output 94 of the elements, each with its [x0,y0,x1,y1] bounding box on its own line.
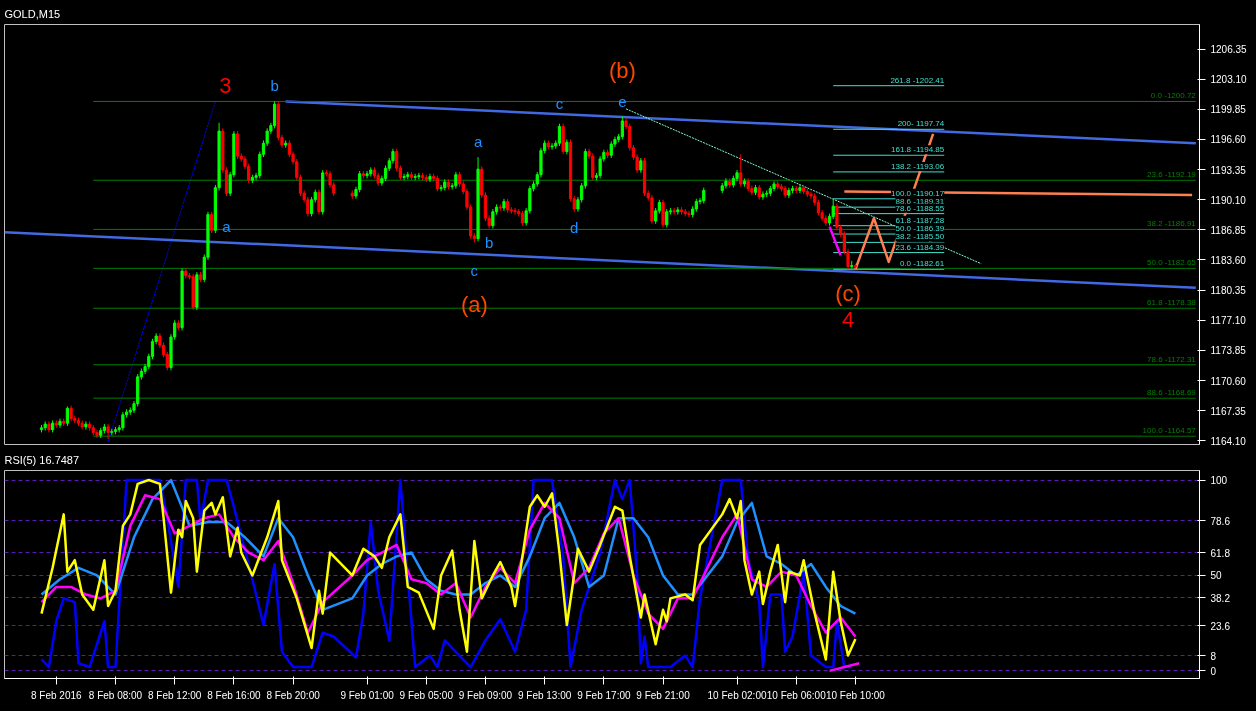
candlestick [672,207,676,216]
candlestick [798,184,802,194]
y-tick-label: 61.8 [1210,547,1231,559]
x-tick-label: 9 Feb 17:00 [577,689,631,701]
annotation: c [555,95,564,113]
x-tick-label: 9 Feb 09:00 [458,689,513,701]
candlestick [365,170,369,179]
annotation: b [484,233,494,251]
y-tick-label: 1193.35 [1210,164,1247,176]
y-tick-label: 1167.35 [1210,405,1247,417]
y-tick-label: 1173.85 [1210,345,1247,357]
x-tick-label: 8 Feb 12:00 [148,689,202,701]
candlestick [210,211,214,234]
series-label: 38.2 -1185.50 [895,232,945,242]
candlestick [95,429,99,439]
candlestick [661,199,665,229]
series-label: 61.8 -1178.38 [1147,298,1197,308]
y-tick-label: 23.6 [1210,620,1231,632]
candlestick [235,130,240,160]
series-label: 61.8 -1187.28 [895,215,945,225]
candlestick [491,208,495,229]
series-label: 0.0 -1182.61 [899,259,945,269]
y-tick-label: 1190.10 [1210,194,1247,206]
x-tick-label: 10 Feb 06:00 [766,689,827,701]
annotation: 4 [841,306,855,332]
annotation: d [570,219,579,237]
y-tick-label: 1203.10 [1210,74,1248,86]
annotation: b [270,76,279,94]
candlestick [402,173,406,181]
candlestick [650,194,654,225]
series-label: 0.0 -1200.72 [1150,91,1197,101]
y-tick-label: 1199.85 [1210,104,1247,116]
y-tick-label: 1183.60 [1210,255,1247,266]
series-label: 78.6 -1188.55 [895,203,945,213]
x-tick-label: 8 Feb 2016 [31,689,83,701]
y-tick-label: 1186.85 [1210,224,1247,236]
x-tick-label: 9 Feb 13:00 [517,689,572,701]
y-tick-label: 1196.60 [1210,134,1247,146]
series-label: 23.6 -1192.19 [1147,170,1197,180]
y-tick-label: 78.6 [1210,515,1231,527]
annotation: (a) [460,291,488,317]
x-tick-label: 10 Feb 10:00 [825,689,886,701]
candlestick [550,142,554,151]
candlestick [309,196,314,217]
annotation: c [470,261,479,279]
y-tick-label: 8 [1210,650,1217,662]
x-tick-label: 8 Feb 08:00 [88,689,143,701]
candlestick [761,190,765,201]
y-tick-label: 1177.10 [1210,315,1247,327]
annotation: (b) [608,57,636,83]
y-tick-label: 1164.10 [1210,435,1247,447]
series-label: 100.0 -1164.57 [1142,426,1197,436]
series-label: 50.0 -1186.39 [895,224,945,234]
chart-title: RSI(5) 16.7487 [4,453,80,466]
series-label: 50.0 -1182.65 [1147,258,1197,268]
annotation: a [222,217,232,235]
x-tick-label: 8 Feb 20:00 [266,689,321,701]
annotation: a [473,132,483,150]
candlestick [620,115,624,140]
x-tick-label: 10 Feb 02:00 [707,689,767,701]
x-tick-label: 8 Feb 16:00 [207,689,262,701]
candlestick [106,423,110,440]
candlestick [724,177,728,190]
y-tick-label: 50 [1210,570,1223,582]
series-label: 88.6 -1168.69 [1147,388,1197,398]
series-label: 200- 1197.74 [897,119,945,129]
y-tick-label: 0 [1210,665,1217,677]
y-tick-label: 100 [1210,475,1228,487]
series-label: 100.0 -1190.17 [890,188,945,198]
chart-title: GOLD,M15 [4,7,61,20]
x-tick-label: 9 Feb 05:00 [399,689,454,701]
annotation: 3 [219,72,232,98]
candlestick [428,173,432,183]
annotation: e [618,93,627,111]
series-label: 38.2 -1186.91 [1147,219,1197,229]
y-tick-label: 38.2 [1210,592,1231,604]
candlestick [84,420,88,431]
candlestick [121,411,125,432]
series-label: 23.6 -1184.39 [895,242,945,252]
x-tick-label: 9 Feb 21:00 [636,689,691,701]
series-label: 138.2 -1193.06 [890,161,945,171]
x-tick-label: 9 Feb 01:00 [340,689,395,701]
y-tick-label: 1206.35 [1210,44,1248,56]
series-label: 261.8 -1202.41 [890,75,945,85]
y-tick-label: 1170.60 [1210,375,1247,387]
series-label: 78.6 -1172.31 [1147,354,1197,364]
series-label: 161.8 -1194.85 [890,145,945,155]
candlestick [557,123,562,147]
candlestick [687,210,691,218]
annotation: (c) [835,280,861,306]
y-tick-label: 1180.35 [1210,285,1247,297]
candlestick [513,207,517,216]
candlestick [417,172,421,180]
candlestick [317,189,321,216]
